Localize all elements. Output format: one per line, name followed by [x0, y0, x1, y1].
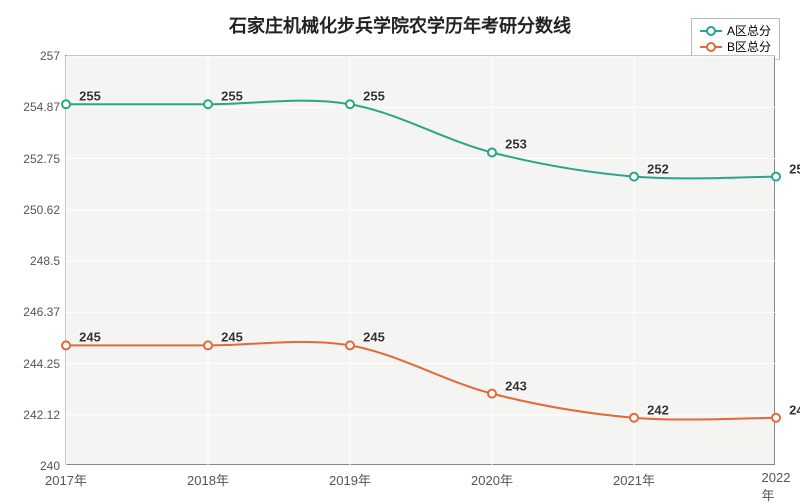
data-label: 253	[505, 137, 527, 152]
data-label: 252	[789, 161, 800, 176]
plot-svg	[66, 56, 776, 466]
x-tick-label: 2020年	[471, 464, 513, 489]
legend: A区总分 B区总分	[691, 18, 780, 60]
series-marker	[62, 341, 70, 349]
chart-title: 石家庄机械化步兵学院农学历年考研分数线	[229, 12, 571, 38]
data-label: 245	[221, 330, 243, 345]
y-tick-label: 248.5	[30, 254, 66, 268]
y-tick-label: 244.25	[23, 357, 66, 371]
data-label: 255	[79, 89, 101, 104]
x-tick-label: 2021年	[613, 464, 655, 489]
series-marker	[630, 414, 638, 422]
series-marker	[488, 148, 496, 156]
y-tick-label: 252.75	[23, 152, 66, 166]
series-marker	[630, 173, 638, 181]
chart-container: 石家庄机械化步兵学院农学历年考研分数线 A区总分 B区总分 240242.122…	[0, 0, 800, 500]
y-tick-label: 254.87	[23, 100, 66, 114]
series-marker	[772, 173, 780, 181]
series-marker	[204, 100, 212, 108]
data-label: 255	[221, 89, 243, 104]
y-tick-label: 246.37	[23, 305, 66, 319]
series-marker	[346, 100, 354, 108]
y-tick-label: 250.62	[23, 203, 66, 217]
series-marker	[772, 414, 780, 422]
legend-label-b: B区总分	[727, 39, 771, 55]
series-marker	[204, 341, 212, 349]
legend-marker-b	[700, 46, 722, 48]
x-tick-label: 2017年	[45, 464, 87, 489]
data-label: 245	[79, 330, 101, 345]
x-tick-label: 2018年	[187, 464, 229, 489]
y-tick-label: 257	[40, 49, 66, 63]
x-tick-label: 2019年	[329, 464, 371, 489]
legend-label-a: A区总分	[727, 23, 771, 39]
plot-area: 240242.12244.25246.37248.5250.62252.7525…	[65, 55, 775, 465]
x-tick-label: 2022年	[762, 464, 791, 504]
data-label: 242	[647, 402, 669, 417]
series-line	[66, 101, 776, 179]
data-label: 243	[505, 378, 527, 393]
legend-item-a: A区总分	[700, 23, 771, 39]
data-label: 242	[789, 402, 800, 417]
legend-marker-a	[700, 30, 722, 32]
legend-item-b: B区总分	[700, 39, 771, 55]
y-tick-label: 242.12	[23, 408, 66, 422]
data-label: 252	[647, 161, 669, 176]
series-line	[66, 342, 776, 420]
data-label: 245	[363, 330, 385, 345]
data-label: 255	[363, 89, 385, 104]
series-marker	[346, 341, 354, 349]
series-marker	[488, 390, 496, 398]
